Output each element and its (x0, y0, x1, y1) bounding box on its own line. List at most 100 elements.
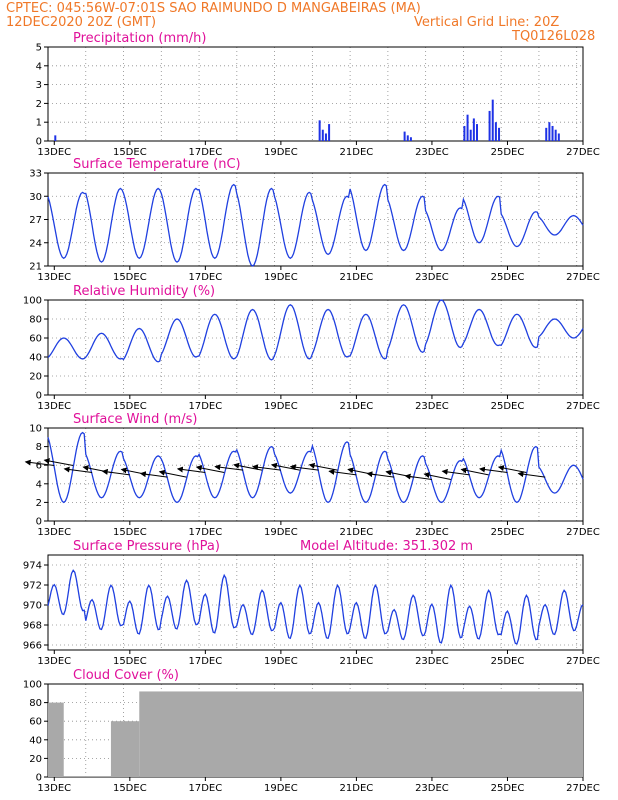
wind-arrow (176, 466, 206, 473)
x-tick-label: 19DEC (264, 401, 298, 412)
precip-bar (321, 129, 324, 141)
precip-bar (498, 127, 501, 141)
y-tick-label: 40 (29, 353, 42, 364)
precip-bar (54, 135, 57, 141)
x-tick-label: 21DEC (340, 656, 374, 667)
y-tick-label: 968 (23, 621, 42, 632)
temperature-series (47, 183, 584, 267)
y-tick-label: 20 (29, 754, 42, 765)
x-tick-label: 23DEC (415, 783, 449, 794)
x-tick-label: 13DEC (37, 272, 71, 283)
wind-arrow (43, 458, 74, 467)
y-tick-label: 10 (29, 424, 42, 435)
y-tick-label: 0 (36, 137, 42, 148)
wind-arrow (328, 468, 357, 476)
precip-bar (545, 127, 548, 141)
panel-frame (47, 172, 584, 267)
precip-bar (554, 129, 557, 141)
x-tick-label: 19DEC (264, 272, 298, 283)
wind-arrow (195, 465, 225, 473)
y-tick-label: 972 (23, 581, 42, 592)
precip-bar (406, 135, 409, 141)
x-tick-label: 25DEC (491, 656, 525, 667)
wind-arrow (252, 464, 281, 471)
x-tick-label: 27DEC (566, 656, 600, 667)
header-grid-note: Vertical Grid Line: 20Z (414, 15, 559, 30)
x-tick-label: 15DEC (113, 147, 147, 158)
x-tick-label: 21DEC (340, 783, 374, 794)
x-tick-label: 19DEC (264, 656, 298, 667)
precip-bar (463, 125, 466, 141)
y-tick-label: 970 (23, 601, 42, 612)
x-tick-label: 15DEC (113, 272, 147, 283)
x-tick-label: 27DEC (566, 147, 600, 158)
y-tick-label: 1 (36, 118, 42, 129)
panel-frame (47, 554, 584, 651)
precip-bar (557, 133, 560, 141)
precip-bar (409, 137, 412, 141)
x-tick-label: 15DEC (113, 656, 147, 667)
x-tick-label: 19DEC (264, 147, 298, 158)
wind-arrow (404, 473, 433, 480)
y-tick-label: 974 (23, 561, 42, 572)
x-tick-label: 23DEC (415, 272, 449, 283)
x-tick-label: 25DEC (491, 527, 525, 538)
x-tick-label: 19DEC (264, 783, 298, 794)
x-tick-label: 23DEC (415, 147, 449, 158)
x-tick-label: 25DEC (491, 147, 525, 158)
x-tick-label: 17DEC (188, 401, 222, 412)
wind-arrow (63, 466, 93, 473)
panel-frame (47, 299, 584, 396)
y-tick-label: 20 (29, 372, 42, 383)
y-tick-label: 4 (36, 479, 42, 490)
x-tick-label: 27DEC (566, 527, 600, 538)
header-model: TQ0126L028 (511, 29, 595, 44)
pressure-series (47, 569, 584, 645)
wind-arrow (24, 459, 55, 467)
y-tick-label: 0 (36, 773, 42, 784)
y-tick-label: 60 (29, 334, 42, 345)
humidity-series (47, 299, 584, 363)
x-tick-label: 21DEC (340, 401, 374, 412)
x-tick-label: 25DEC (491, 783, 525, 794)
cloud-title: Cloud Cover (%) (73, 668, 179, 683)
x-tick-label: 19DEC (264, 527, 298, 538)
x-tick-label: 17DEC (188, 656, 222, 667)
wind-series (47, 431, 584, 504)
y-tick-label: 0 (36, 391, 42, 402)
cloud-cover-area (110, 721, 140, 777)
x-tick-label: 21DEC (340, 147, 374, 158)
precip-bar (491, 99, 494, 141)
x-tick-label: 13DEC (37, 147, 71, 158)
precip-bar (403, 131, 406, 141)
x-tick-label: 17DEC (188, 783, 222, 794)
y-tick-label: 80 (29, 698, 42, 709)
y-tick-label: 33 (29, 169, 42, 180)
y-tick-label: 40 (29, 735, 42, 746)
precip-title: Precipitation (mm/h) (73, 31, 206, 46)
x-tick-label: 13DEC (37, 527, 71, 538)
y-tick-label: 21 (29, 262, 42, 273)
precip-bar (472, 118, 475, 141)
x-tick-label: 15DEC (113, 401, 147, 412)
y-tick-label: 2 (36, 498, 42, 509)
y-tick-label: 966 (23, 641, 42, 652)
wind-arrow (214, 464, 244, 471)
y-tick-label: 3 (36, 80, 42, 91)
wind-arrow (478, 466, 508, 473)
x-tick-label: 21DEC (340, 527, 374, 538)
y-tick-label: 24 (29, 238, 42, 249)
precip-bar (466, 114, 469, 141)
x-tick-label: 13DEC (37, 783, 71, 794)
panels: 0 1 2 3 4 5 13DEC 15DEC 17DEC 19DEC 21DEC 23DEC 25DE… (23, 31, 600, 794)
wind-arrow (158, 469, 187, 478)
precip-bar (548, 122, 551, 141)
y-tick-label: 2 (36, 99, 42, 110)
wind-arrow (101, 468, 130, 476)
x-tick-label: 23DEC (415, 527, 449, 538)
pressure-title: Surface Pressure (hPa) (73, 539, 220, 554)
wind-arrow (517, 471, 546, 478)
humidity-title: Relative Humidity (%) (73, 284, 215, 299)
x-tick-label: 27DEC (566, 783, 600, 794)
